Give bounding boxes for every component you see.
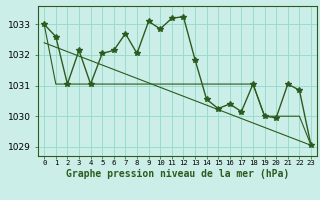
X-axis label: Graphe pression niveau de la mer (hPa): Graphe pression niveau de la mer (hPa)	[66, 169, 289, 179]
